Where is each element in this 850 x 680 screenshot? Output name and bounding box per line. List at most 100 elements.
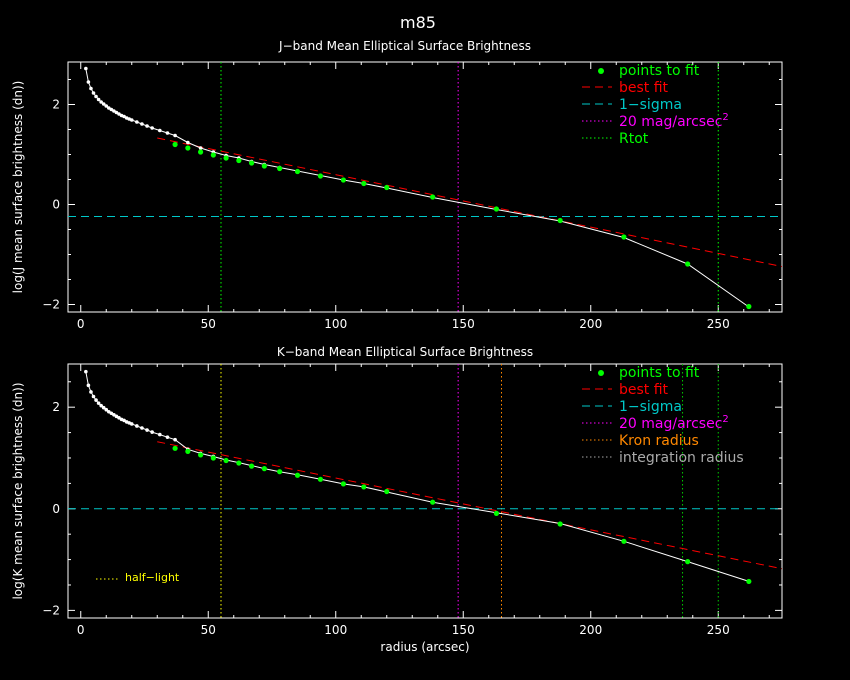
axes-frame bbox=[67, 61, 783, 313]
profile-point bbox=[135, 120, 139, 124]
profile-point bbox=[158, 128, 162, 133]
profile-point bbox=[145, 428, 149, 432]
legend-symbol bbox=[598, 68, 604, 74]
profile-point bbox=[129, 118, 134, 122]
profile-point bbox=[158, 432, 162, 437]
fit-point bbox=[685, 559, 691, 565]
fit-point bbox=[746, 578, 752, 585]
fit-point bbox=[277, 165, 283, 172]
legend-label: 1−sigma bbox=[619, 97, 682, 113]
y-tick-label: 2 bbox=[52, 400, 60, 414]
profile-point bbox=[89, 86, 93, 91]
profile-point bbox=[140, 122, 144, 126]
legend-item: Kron radius bbox=[582, 433, 699, 449]
fit-point bbox=[340, 481, 346, 487]
profile-point bbox=[94, 94, 98, 99]
legend-item: best fit bbox=[582, 382, 669, 398]
axes-frame bbox=[67, 363, 783, 619]
x-tick-label: 0 bbox=[77, 623, 85, 637]
legend-label: Kron radius bbox=[619, 433, 699, 449]
legend-item: 20 mag/arcsec2 bbox=[582, 414, 729, 432]
y-axis-label: log(J mean surface brightness (dn)) bbox=[11, 81, 25, 294]
fit-point bbox=[557, 217, 563, 224]
y-tick-label: −2 bbox=[42, 603, 60, 617]
profile-point bbox=[84, 66, 88, 71]
fit-point bbox=[685, 261, 691, 267]
fit-point bbox=[210, 152, 216, 158]
fit-point bbox=[277, 469, 283, 475]
profile-point bbox=[91, 394, 96, 399]
y-tick-label: 0 bbox=[52, 198, 60, 212]
legend-item: points to fit bbox=[598, 63, 700, 79]
fit-point bbox=[236, 460, 242, 466]
j-band-panel: J−band Mean Elliptical Surface Brightnes… bbox=[11, 39, 783, 331]
profile-point bbox=[129, 422, 134, 426]
figure-title: m85 bbox=[400, 13, 436, 32]
fit-point bbox=[249, 463, 255, 469]
profile-point bbox=[104, 407, 109, 412]
fit-point bbox=[384, 488, 390, 495]
x-tick-label: 100 bbox=[324, 317, 347, 331]
panel-title: K−band Mean Elliptical Surface Brightnes… bbox=[277, 345, 533, 359]
legend-symbol bbox=[598, 370, 604, 376]
fit-point bbox=[317, 476, 324, 482]
legend-superscript: 2 bbox=[722, 112, 728, 123]
fit-point bbox=[249, 160, 255, 166]
fit-point bbox=[172, 141, 178, 148]
y-tick-label: 2 bbox=[52, 98, 60, 112]
legend-item: 1−sigma bbox=[582, 97, 682, 113]
fit-point bbox=[361, 484, 367, 490]
x-tick-label: 0 bbox=[77, 317, 85, 331]
legend-item: Rtot bbox=[582, 131, 649, 147]
fit-point bbox=[430, 194, 436, 200]
profile-point bbox=[84, 369, 88, 374]
y-axis-label: log(K mean surface brightness (dn)) bbox=[11, 382, 25, 599]
fit-point bbox=[621, 538, 627, 544]
profile-point bbox=[198, 146, 203, 150]
panel-title: J−band Mean Elliptical Surface Brightnes… bbox=[278, 39, 531, 53]
legend-item: 20 mag/arcsec2 bbox=[582, 112, 729, 130]
best-fit-line bbox=[157, 137, 782, 267]
legend-superscript: 2 bbox=[722, 414, 728, 425]
profile-point bbox=[150, 430, 154, 434]
annotation-label: half−light bbox=[125, 571, 180, 584]
fit-point bbox=[198, 149, 204, 155]
x-tick-label: 100 bbox=[324, 623, 347, 637]
profile-point bbox=[145, 124, 149, 128]
profile-point bbox=[99, 403, 103, 408]
fit-point bbox=[493, 206, 499, 212]
x-tick-label: 50 bbox=[201, 623, 216, 637]
profile-point bbox=[86, 383, 91, 388]
fit-point bbox=[198, 452, 204, 458]
profile-point bbox=[165, 435, 170, 439]
fit-point bbox=[340, 177, 346, 183]
legend-label: 20 mag/arcsec2 bbox=[619, 112, 729, 130]
fit-point bbox=[430, 499, 436, 505]
legend-label: points to fit bbox=[619, 63, 700, 79]
profile-point bbox=[101, 102, 106, 106]
fit-point bbox=[746, 303, 752, 310]
fit-point bbox=[261, 163, 267, 169]
y-tick-label: 0 bbox=[52, 502, 60, 516]
fit-point bbox=[185, 145, 191, 151]
legend-item: points to fit bbox=[598, 365, 700, 381]
x-tick-label: 200 bbox=[579, 623, 602, 637]
fit-point bbox=[210, 455, 216, 461]
legend-item: best fit bbox=[582, 80, 669, 96]
fit-point bbox=[294, 472, 301, 478]
profile-point bbox=[140, 426, 144, 430]
plot-area bbox=[68, 364, 782, 618]
fit-point bbox=[361, 180, 367, 187]
legend-item: integration radius bbox=[582, 450, 744, 466]
k-band-panel: K−band Mean Elliptical Surface Brightnes… bbox=[11, 345, 783, 654]
profile-point bbox=[186, 140, 190, 145]
profile-point bbox=[173, 133, 177, 138]
legend-label: 20 mag/arcsec2 bbox=[619, 414, 729, 432]
profile-point bbox=[165, 131, 170, 135]
profile-point bbox=[150, 126, 154, 130]
fit-point bbox=[621, 234, 627, 240]
legend-label: integration radius bbox=[619, 450, 744, 466]
